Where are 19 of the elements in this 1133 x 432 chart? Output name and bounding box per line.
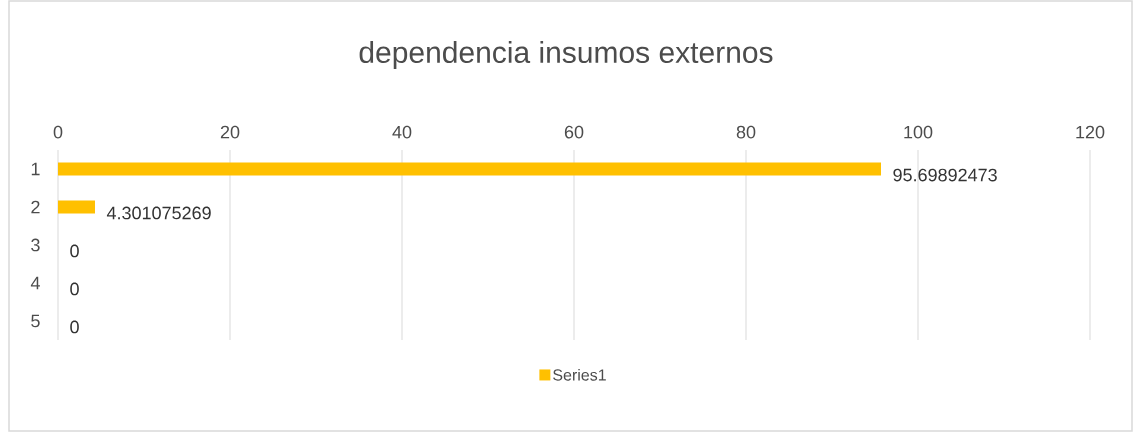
data-label: 0 [70, 282, 79, 296]
x-tick-label: 40 [392, 125, 412, 139]
x-tick-label: 20 [220, 125, 240, 139]
x-tick-label: 60 [564, 125, 584, 139]
y-tick-label: 5 [31, 314, 40, 328]
data-label: 0 [70, 244, 79, 258]
x-tick-label: 120 [1076, 125, 1105, 139]
y-tick-label: 4 [30, 276, 40, 290]
y-tick-label: 1 [31, 162, 40, 176]
y-tick-label: 3 [31, 238, 40, 252]
data-label: 95.69892473 [893, 168, 997, 182]
x-tick-label: 80 [736, 125, 756, 139]
chart-title: dependencia insumos externos [359, 41, 773, 69]
data-label: 0 [70, 320, 79, 334]
legend-label: Series1 [553, 368, 606, 381]
y-tick-label: 2 [31, 200, 40, 214]
x-tick-label: 0 [53, 125, 63, 139]
x-tick-label: 100 [904, 125, 933, 139]
data-label: 4.301075269 [106, 206, 211, 220]
